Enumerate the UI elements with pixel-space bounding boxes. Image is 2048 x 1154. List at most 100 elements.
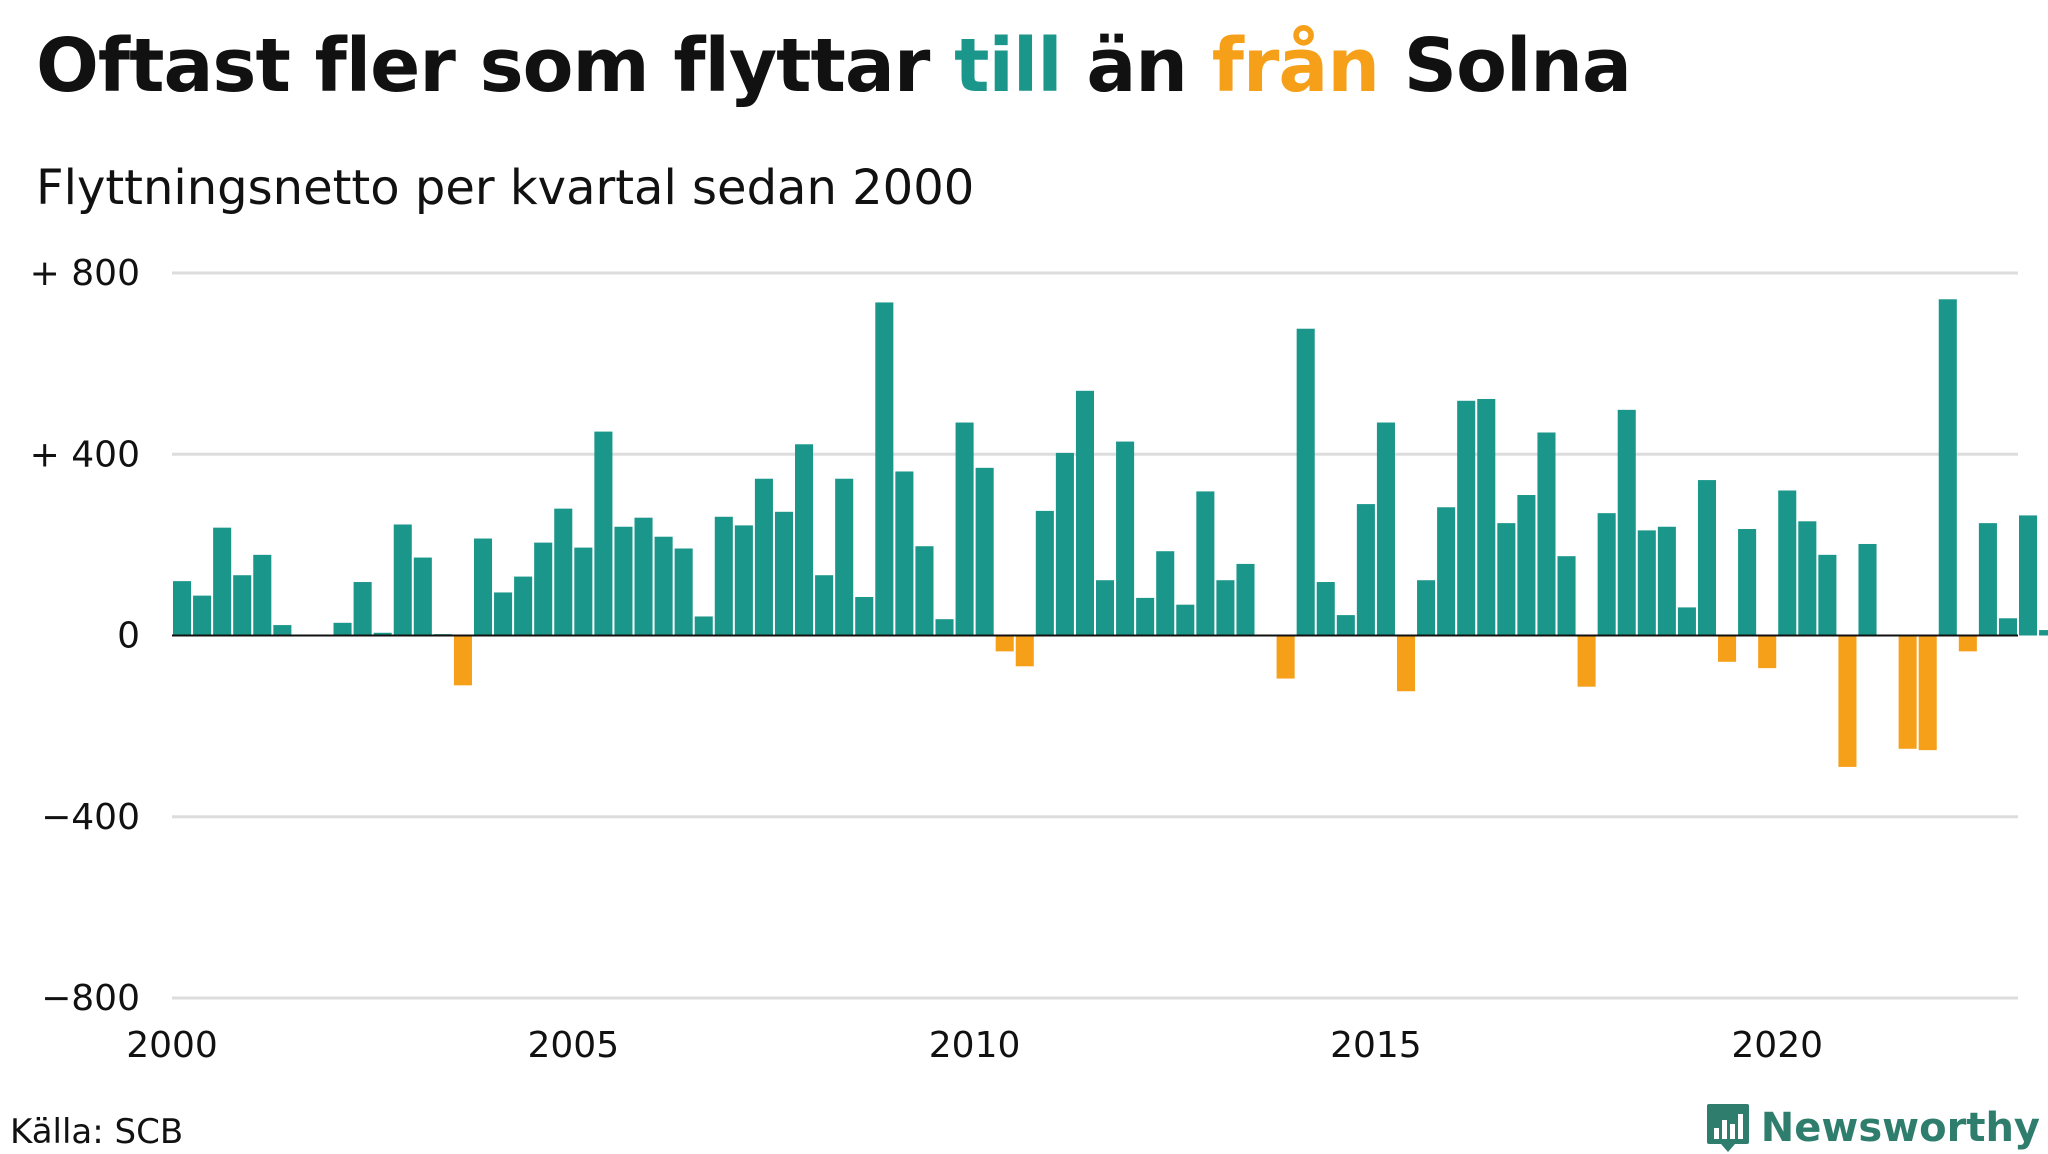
title-fran-highlight: från xyxy=(1211,23,1380,109)
title-part-3: Solna xyxy=(1379,23,1632,109)
bar xyxy=(1457,400,1476,636)
bar xyxy=(1838,635,1857,767)
newsworthy-brand-name: Newsworthy xyxy=(1760,1105,2040,1151)
newsworthy-logo-icon xyxy=(1706,1104,1749,1152)
bar xyxy=(1998,618,2017,636)
bar xyxy=(935,619,954,636)
bar xyxy=(1978,523,1997,636)
bar xyxy=(514,576,533,636)
bar xyxy=(1136,597,1155,636)
y-tick-label: 0 xyxy=(117,616,140,657)
bar xyxy=(554,508,573,636)
source-label: Källa: SCB xyxy=(10,1112,184,1152)
bar xyxy=(1798,521,1817,636)
bars xyxy=(172,299,2048,767)
bar xyxy=(1336,615,1355,636)
bar xyxy=(2019,515,2038,636)
bar xyxy=(1437,507,1456,636)
y-tick-label: −400 xyxy=(41,797,140,838)
bar xyxy=(1236,563,1255,636)
bar xyxy=(373,632,392,636)
bar xyxy=(534,542,553,636)
bar xyxy=(1156,551,1175,636)
bar xyxy=(253,554,272,636)
bar xyxy=(1637,530,1656,636)
bar xyxy=(1477,398,1496,636)
x-tick-label: 2000 xyxy=(126,1025,218,1066)
bar xyxy=(674,548,693,636)
bar xyxy=(975,467,994,636)
bar xyxy=(1697,480,1717,636)
chart-subtitle: Flyttningsnetto per kvartal sedan 2000 xyxy=(36,160,975,216)
x-tick-label: 2020 xyxy=(1731,1025,1823,1066)
bar xyxy=(353,582,372,636)
bar xyxy=(1677,607,1696,636)
y-tick-label: + 400 xyxy=(30,434,140,475)
bar xyxy=(1417,580,1436,636)
bar xyxy=(1316,582,1335,636)
bar xyxy=(594,431,613,636)
bar xyxy=(1497,523,1516,636)
bar xyxy=(213,527,232,636)
bar xyxy=(634,517,653,636)
bar xyxy=(955,422,974,636)
bar xyxy=(875,302,894,636)
bar xyxy=(1296,328,1315,636)
bar xyxy=(2039,630,2048,636)
bar xyxy=(1035,510,1054,636)
bar xyxy=(1758,635,1777,669)
bar xyxy=(1958,635,1977,652)
bar xyxy=(714,516,733,636)
bar xyxy=(1597,513,1616,636)
bar xyxy=(1537,432,1556,636)
bar xyxy=(1657,526,1676,636)
x-axis-labels: 2000 2005 2010 2015 2020 xyxy=(126,1025,1823,1066)
bar xyxy=(1356,504,1375,636)
bar xyxy=(734,525,753,636)
newsworthy-logo: Newsworthy xyxy=(1705,1102,2040,1154)
bar xyxy=(1718,635,1737,662)
bar xyxy=(1116,441,1135,636)
bar xyxy=(795,444,814,636)
bar xyxy=(1075,390,1094,636)
title-part-1: Oftast fler som flyttar xyxy=(36,23,955,109)
bar xyxy=(173,581,192,636)
bar xyxy=(774,511,794,636)
bar xyxy=(333,622,352,636)
bar xyxy=(754,478,773,636)
bar xyxy=(815,575,834,636)
bar xyxy=(273,625,292,636)
bar xyxy=(1096,580,1115,636)
title-part-2: än xyxy=(1061,23,1212,109)
bar xyxy=(1738,529,1757,636)
y-axis-labels: + 800 + 400 0 −400 −800 xyxy=(30,253,140,1019)
bar xyxy=(855,596,874,636)
bar xyxy=(1938,299,1957,636)
bar xyxy=(1216,580,1235,636)
x-tick-label: 2005 xyxy=(527,1025,619,1066)
bar xyxy=(1376,422,1395,636)
bar xyxy=(1396,635,1416,692)
bar xyxy=(1778,490,1797,636)
bar xyxy=(574,547,593,636)
bar xyxy=(1196,491,1215,636)
bar xyxy=(1557,556,1576,636)
bar xyxy=(473,538,493,636)
bar xyxy=(835,478,854,636)
x-tick-label: 2015 xyxy=(1330,1025,1422,1066)
bar xyxy=(393,524,412,636)
x-tick-label: 2010 xyxy=(929,1025,1021,1066)
bar xyxy=(694,616,713,636)
bar xyxy=(1577,635,1596,687)
bar xyxy=(1176,604,1195,636)
bar xyxy=(654,536,673,636)
bar xyxy=(1055,452,1074,636)
bar xyxy=(1015,635,1034,667)
gridlines xyxy=(172,271,2018,1000)
bar xyxy=(895,471,914,636)
title-till-highlight: till xyxy=(954,23,1062,109)
bar xyxy=(193,595,212,636)
bar xyxy=(1517,495,1536,636)
bar xyxy=(1918,635,1937,751)
